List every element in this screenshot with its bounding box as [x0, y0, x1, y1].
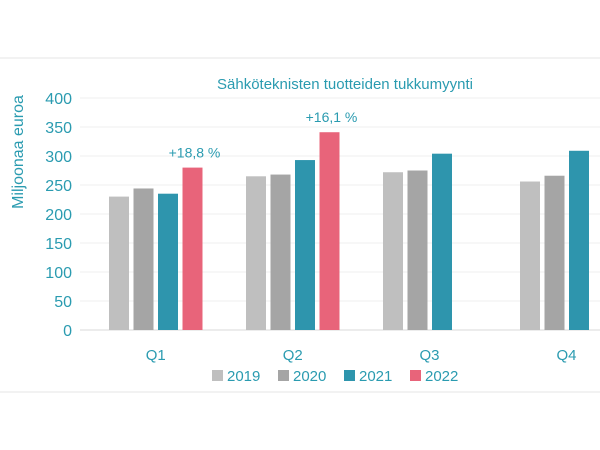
bar-q2-2022	[319, 132, 340, 330]
annotations: +18,8 % +16,1 %	[169, 109, 358, 160]
bar-q4-2019	[520, 181, 540, 330]
bars	[109, 132, 589, 330]
y-tick-label: 400	[45, 91, 72, 108]
y-tick-label: 100	[45, 265, 72, 282]
y-tick-labels: 0 50 100 150 200 250 300 350 400	[45, 91, 72, 340]
y-tick-label: 0	[63, 323, 72, 340]
legend-swatch	[212, 370, 223, 381]
bar-q1-2021	[158, 193, 178, 330]
bar-q1-2020	[133, 188, 154, 330]
bar-q2-2021	[295, 160, 315, 330]
x-category-label: Q4	[556, 347, 576, 364]
legend-swatch	[278, 370, 289, 381]
bar-q4-2020	[544, 175, 565, 330]
bar-annotation: +16,1 %	[306, 109, 358, 125]
y-tick-label: 50	[54, 294, 72, 311]
y-tick-label: 150	[45, 236, 72, 253]
legend-entry: 2019	[227, 368, 260, 385]
legend-entry: 2021	[359, 368, 392, 385]
x-category-labels: Q1 Q2 Q3 Q4	[146, 347, 577, 364]
y-tick-label: 300	[45, 149, 72, 166]
legend-entry: 2020	[293, 368, 326, 385]
bar-q2-2020	[270, 174, 291, 330]
legend: 2019 2020 2021 2022	[212, 368, 458, 385]
x-category-label: Q2	[283, 347, 303, 364]
y-tick-label: 350	[45, 120, 72, 137]
chart-title: Sähköteknisten tuotteiden tukkumyynti	[217, 76, 473, 93]
y-axis-label: Miljoonaa euroa	[10, 95, 27, 209]
x-category-label: Q1	[146, 347, 166, 364]
legend-swatch	[344, 370, 355, 381]
y-tick-label: 200	[45, 207, 72, 224]
bar-q4-2021	[569, 150, 589, 330]
legend-entry: 2022	[425, 368, 458, 385]
bar-q2-2019	[246, 176, 266, 330]
legend-swatch	[410, 370, 421, 381]
y-tick-label: 250	[45, 178, 72, 195]
x-category-label: Q3	[419, 347, 439, 364]
bar-q1-2019	[109, 196, 129, 330]
bar-q3-2021	[432, 153, 452, 330]
bar-annotation: +18,8 %	[169, 145, 221, 161]
bar-q3-2020	[407, 170, 428, 330]
bar-q3-2019	[383, 172, 403, 330]
bar-q1-2022	[182, 167, 203, 330]
